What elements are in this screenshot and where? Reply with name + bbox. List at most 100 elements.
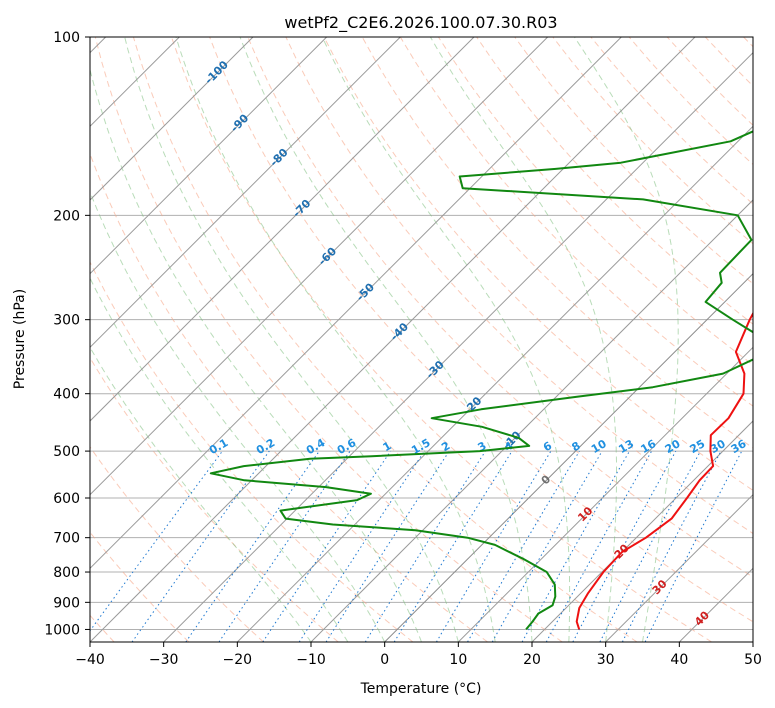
mixing-ratio-label: 0.6 <box>335 436 359 457</box>
y-axis: 100 200 300 400 500 600 700 800 900 1000 <box>44 30 90 638</box>
y-tick-label: 400 <box>53 387 80 403</box>
x-axis-title: Temperature (°C) <box>360 681 482 697</box>
isotherm-line <box>457 346 753 642</box>
dry-adiabat <box>90 260 414 642</box>
mixing-ratio-label: 20 <box>663 437 683 456</box>
x-tick-label: −20 <box>223 652 253 668</box>
mixing-ratio-line <box>435 450 552 642</box>
mixing-ratio-label: 0.1 <box>207 436 230 457</box>
mixing-ratio-label: 0.4 <box>304 436 328 457</box>
x-tick-label: 10 <box>449 652 467 668</box>
mixing-ratio-line <box>185 450 320 642</box>
x-tick-label: −30 <box>149 652 179 668</box>
mixing-ratio-line <box>467 450 580 642</box>
chart-title: wetPf2_C2E6.2026.100.07.30.R03 <box>284 13 557 33</box>
mixing-ratio-label: 0.2 <box>254 436 277 457</box>
dry-adiabat <box>743 37 753 48</box>
mixing-ratio-label: 16 <box>638 437 658 456</box>
moist-adiabat <box>90 67 422 642</box>
isotherm-line <box>236 125 753 642</box>
temperature-profile <box>575 311 753 630</box>
moist-adiabat <box>90 190 386 642</box>
moist-adiabat <box>429 37 617 642</box>
mixing-ratio-line <box>325 450 450 642</box>
mixing-ratio-line <box>599 450 701 642</box>
isotherm-label: -60 <box>316 245 339 268</box>
moist-adiabat <box>239 37 533 642</box>
x-tick-label: −10 <box>296 652 326 668</box>
plot-frame <box>89 36 754 643</box>
moist-adiabat <box>124 37 459 642</box>
mixing-ratio-label: 36 <box>729 437 749 456</box>
mixing-ratio-label: 6 <box>541 439 554 454</box>
mixing-ratio-line <box>644 450 743 642</box>
isotherm-line <box>605 493 753 642</box>
isotherm-line <box>90 37 254 201</box>
isotherm-line <box>90 37 549 496</box>
x-tick-label: 20 <box>523 652 541 668</box>
dry-adiabat <box>285 37 753 535</box>
isotherm-line <box>310 199 753 642</box>
dry-adiabat <box>171 37 712 642</box>
isotherm-label: 10 <box>575 504 595 524</box>
mixing-ratio-label: 25 <box>687 437 707 456</box>
dewpoint-profile <box>209 130 753 631</box>
moist-adiabat <box>321 37 571 642</box>
moist-adiabat <box>90 276 349 642</box>
x-tick-label: −40 <box>75 652 105 668</box>
y-tick-label: 600 <box>53 491 80 507</box>
y-tick-label: 300 <box>53 313 80 329</box>
mixing-ratio-line <box>262 450 392 642</box>
mixing-ratio-line <box>364 450 486 642</box>
dry-adiabat <box>514 37 753 285</box>
y-tick-label: 500 <box>53 444 80 460</box>
profiles-layer <box>209 130 753 631</box>
y-tick-label: 1000 <box>44 622 80 638</box>
isotherm-line <box>531 420 753 642</box>
mixing-ratio-label: 13 <box>616 437 636 456</box>
y-axis-title: Pressure (hPa) <box>12 289 28 389</box>
mixing-ratio-line <box>572 450 677 642</box>
y-tick-label: 700 <box>53 531 80 547</box>
dry-adiabat <box>94 37 563 642</box>
mixing-ratio-line <box>218 450 351 642</box>
isotherm-label: -100 <box>202 58 231 87</box>
dry-adiabat <box>90 356 339 642</box>
mixing-ratio-line <box>90 450 223 632</box>
x-tick-label: 40 <box>670 652 688 668</box>
x-tick-label: 50 <box>744 652 762 668</box>
isotherm-line <box>90 37 622 570</box>
isotherm-line <box>90 37 696 642</box>
dry-adiabat <box>323 37 753 491</box>
isotherm-line <box>90 37 328 275</box>
isotherm-line <box>752 641 753 642</box>
y-tick-label: 900 <box>53 595 80 611</box>
mixing-ratio-label: 1 <box>381 439 394 454</box>
isotherm-line <box>90 37 401 349</box>
dry-adiabat <box>666 37 753 126</box>
dry-adiabat <box>132 37 638 642</box>
dry-adiabat <box>247 37 753 578</box>
y-tick-label: 800 <box>53 565 80 581</box>
grid-layer <box>90 37 753 642</box>
x-axis: −40 −30 −20 −10 0 10 20 30 40 50 <box>75 642 762 668</box>
dry-adiabat <box>209 37 753 623</box>
isotherm-label: -30 <box>424 358 447 381</box>
dry-adiabat <box>476 37 753 325</box>
dry-adiabat <box>90 152 488 642</box>
mixing-ratio-line <box>298 450 425 642</box>
x-tick-label: 30 <box>597 652 615 668</box>
dry-adiabat <box>90 446 264 642</box>
isotherm-line <box>163 51 753 642</box>
mixing-ratio-line <box>393 450 513 642</box>
isotherm-line <box>90 37 475 422</box>
x-tick-label: 0 <box>380 652 389 668</box>
moist-adiabat <box>573 37 679 642</box>
moist-adiabat <box>175 37 496 642</box>
isotherm-line <box>678 567 753 642</box>
dry-adiabat <box>90 531 190 642</box>
mixing-ratio-labels-layer: 0.1 0.2 0.4 0.6 1 1.5 2 3 4 6 8 10 13 16 20 25 30 36 <box>207 436 749 457</box>
y-tick-label: 200 <box>53 208 80 224</box>
moist-adiabat <box>90 346 312 642</box>
